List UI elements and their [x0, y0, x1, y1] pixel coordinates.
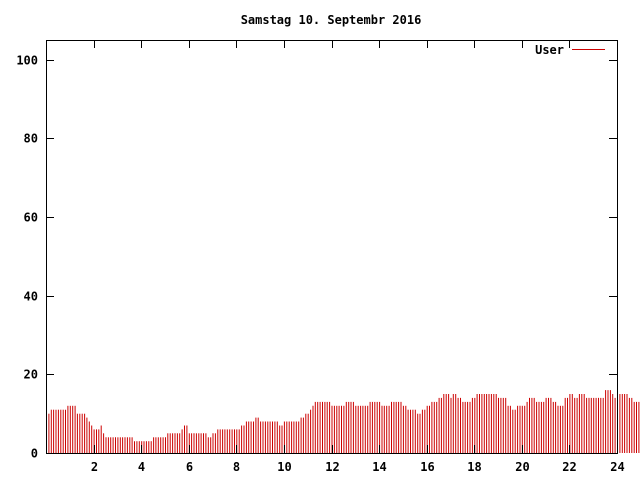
- x-tick-label: 10: [277, 460, 291, 474]
- x-tick-label: 18: [467, 460, 481, 474]
- x-tick-label: 2: [91, 460, 98, 474]
- legend: User: [535, 43, 605, 57]
- y-tick-label: 80: [24, 132, 38, 146]
- x-tick-label: 8: [233, 460, 240, 474]
- x-tick-label: 14: [372, 460, 386, 474]
- legend-label: User: [535, 43, 564, 57]
- x-tick-label: 24: [610, 460, 624, 474]
- y-tick-label: 0: [31, 447, 38, 461]
- x-tick-label: 16: [420, 460, 434, 474]
- y-tick-label: 20: [24, 368, 38, 382]
- x-tick-label: 22: [562, 460, 576, 474]
- x-tick-label: 20: [515, 460, 529, 474]
- y-tick-label: 100: [16, 54, 38, 68]
- chart-title: Samstag 10. Septembr 2016: [241, 13, 422, 27]
- x-tick-label: 6: [186, 460, 193, 474]
- bars-group: [46, 390, 640, 453]
- x-tick-label: 12: [325, 460, 339, 474]
- y-tick-label: 40: [24, 290, 38, 304]
- y-tick-label: 60: [24, 211, 38, 225]
- plot-frame: [46, 40, 618, 454]
- x-tick-label: 4: [138, 460, 145, 474]
